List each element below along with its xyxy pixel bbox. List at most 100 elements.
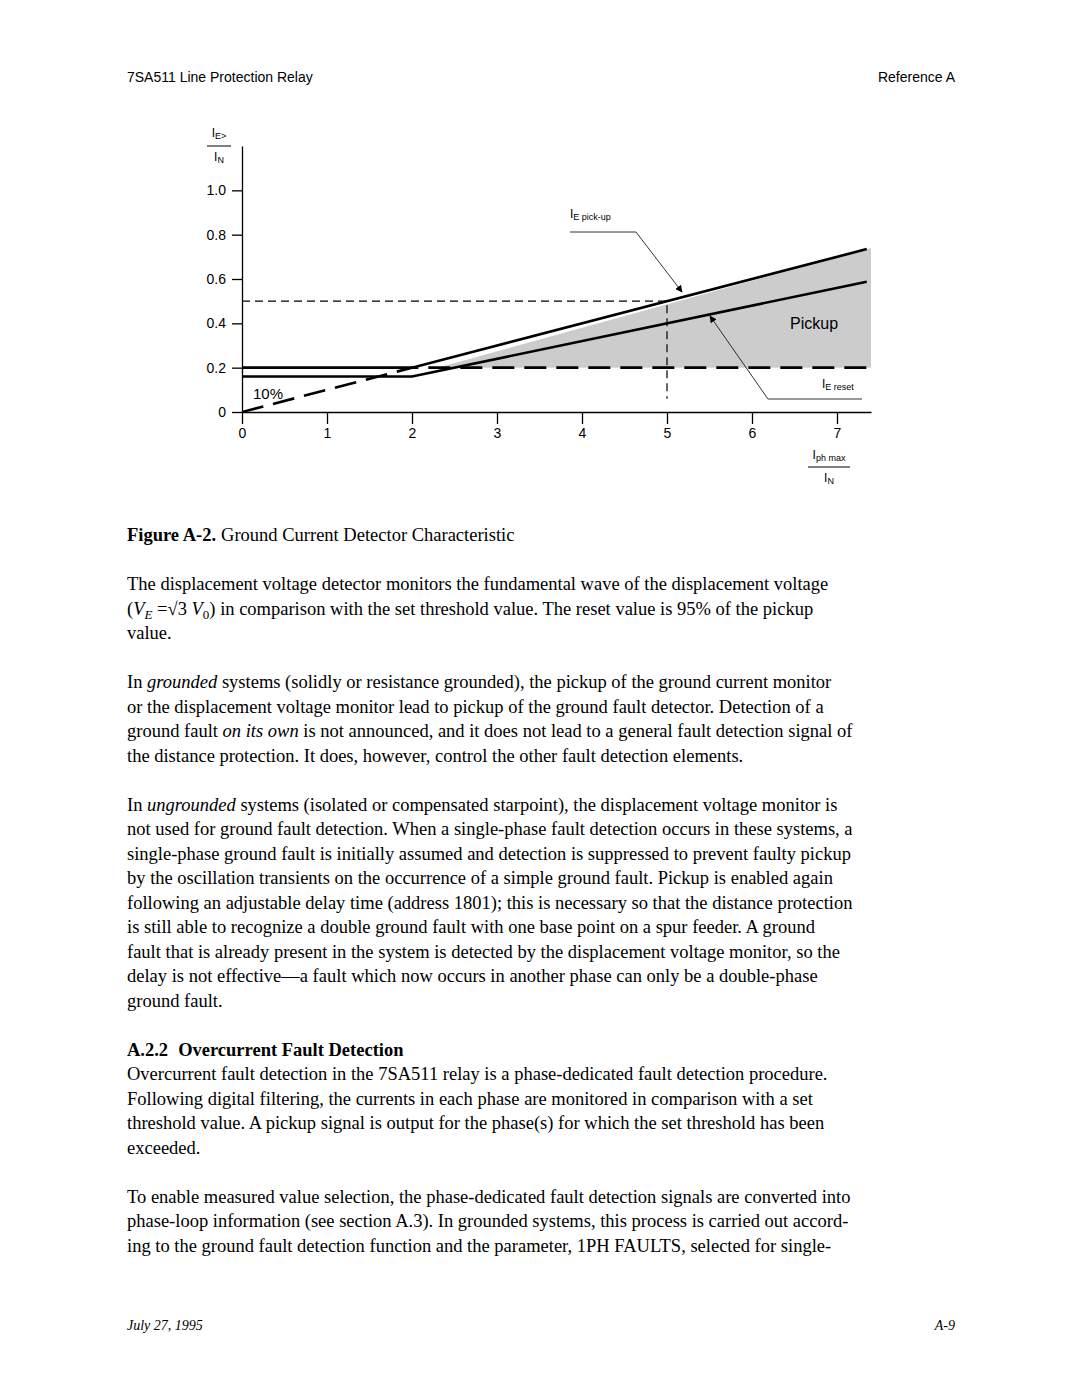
- text-run: In: [127, 795, 147, 815]
- heading-number: A.2.2: [127, 1040, 168, 1060]
- x-tick: 2: [409, 412, 417, 441]
- annotation: IE pick-up: [570, 207, 611, 222]
- annotation-arrow: [710, 316, 862, 399]
- paragraph-line: fault that is already present in the sys…: [127, 942, 840, 962]
- text-run: E reset: [825, 382, 854, 392]
- x-tick-mark: [327, 412, 328, 424]
- paragraph-line: delay is not effective—a fault which now…: [127, 966, 818, 986]
- paragraph-line: value.: [127, 623, 172, 643]
- text-run: Pickup: [790, 315, 838, 332]
- paragraph-line: In grounded systems (solidly or resistan…: [127, 672, 831, 693]
- y-tick-mark: [232, 368, 242, 369]
- x-tick-mark: [412, 412, 413, 424]
- x-tick: 6: [749, 412, 757, 441]
- text-run: Overcurrent fault detection in the 7SA51…: [127, 1064, 828, 1084]
- y-tick: 0.6: [207, 271, 242, 287]
- x-tick: 4: [579, 412, 587, 441]
- text-run: E: [143, 607, 152, 622]
- y-tick-label: 0.4: [207, 315, 227, 331]
- text-run: The displacement voltage detector monito…: [127, 574, 828, 594]
- x-tick-mark: [582, 412, 583, 424]
- axis-label-denominator: IN: [214, 150, 224, 165]
- section-heading: A.2.2Overcurrent Fault Detection: [127, 1040, 404, 1060]
- text-run: Following digital filtering, the current…: [127, 1089, 814, 1109]
- y-tick-mark: [232, 279, 242, 280]
- y-tick-label: 1.0: [207, 182, 227, 198]
- text-run: is still able to recognize a double grou…: [127, 917, 816, 937]
- figure-caption: Figure A-2.Ground Current Detector Chara…: [127, 525, 514, 545]
- paragraph-line: single-phase ground fault is initially a…: [127, 844, 851, 864]
- characteristic-line: [242, 301, 667, 399]
- y-tick-label: 0.2: [207, 360, 227, 376]
- paragraph-line: The displacement voltage detector monito…: [127, 574, 828, 594]
- x-tick-label: 3: [494, 425, 502, 441]
- axis-label-denominator: IN: [824, 471, 834, 486]
- paragraph-line: the distance protection. It does, howeve…: [127, 746, 743, 766]
- y-axis: 0 0.2 0.4 0.6 0.8 1.0: [207, 147, 243, 420]
- caption-label: Figure A-2.: [127, 525, 216, 545]
- text-run: In: [127, 672, 147, 692]
- text-run: ing to the ground fault detection functi…: [127, 1236, 831, 1256]
- text-run: fault that is already present in the sys…: [127, 942, 840, 962]
- y-tick: 0: [218, 404, 242, 420]
- page: 7SA511 Line Protection Relay Reference A 0…: [0, 0, 1080, 1397]
- text-run: phase-loop information (see section A.3)…: [127, 1211, 848, 1232]
- chart: 00.20.40.60.81.001234567IE>INIph maxINIE…: [207, 126, 872, 486]
- x-tick-label: 4: [579, 425, 587, 441]
- paragraph-line: not used for ground fault detection. Whe…: [127, 819, 853, 839]
- text-run: not used for ground fault detection. Whe…: [127, 819, 853, 839]
- text-run: ground fault: [127, 721, 223, 741]
- text-run: =√3: [152, 599, 191, 619]
- characteristic-line: [242, 282, 867, 377]
- text-run: ungrounded: [147, 795, 236, 815]
- y-tick: 1.0: [207, 182, 242, 198]
- text-run: value.: [127, 623, 172, 643]
- x-axis-line: [243, 412, 872, 413]
- y-tick: 0.2: [207, 360, 242, 376]
- text-run: grounded: [147, 672, 218, 692]
- y-tick-label: 0: [218, 404, 226, 420]
- x-tick: 7: [834, 412, 842, 441]
- annotation-arrow: [570, 232, 682, 292]
- axis-label-numerator: IE>: [212, 126, 227, 141]
- x-tick-mark: [242, 412, 243, 424]
- paragraph-line: phase-loop information (see section A.3)…: [127, 1211, 848, 1232]
- x-tick: 1: [324, 412, 332, 441]
- y-tick-label: 0.6: [207, 271, 227, 287]
- paragraph-line: ground fault on its own is not announced…: [127, 721, 853, 741]
- text-run: systems (solidly or resistance grounded)…: [217, 672, 831, 693]
- header-right: Reference A: [878, 69, 956, 85]
- paragraph-line: (VE =√3 V0) in comparison with the set t…: [127, 599, 813, 622]
- footer-left: July 27, 1995: [127, 1318, 203, 1333]
- characteristic-line: [242, 249, 867, 368]
- x-tick-label: 7: [834, 425, 842, 441]
- x-axis-title: Iph maxIN: [808, 448, 850, 486]
- x-tick: 5: [664, 412, 672, 441]
- y-tick: 0.4: [207, 315, 242, 331]
- text-run: threshold value. A pickup signal is outp…: [127, 1113, 824, 1134]
- x-tick-label: 2: [409, 425, 417, 441]
- y-tick-label: 0.8: [207, 227, 227, 243]
- paragraph-line: threshold value. A pickup signal is outp…: [127, 1113, 824, 1134]
- text-run: or the displacement voltage monitor lead…: [127, 697, 824, 717]
- x-tick-label: 0: [239, 425, 247, 441]
- y-tick-mark: [232, 323, 242, 324]
- text-run: E pick-up: [573, 212, 611, 222]
- x-tick: 0: [239, 412, 247, 441]
- x-tick-label: 5: [664, 425, 672, 441]
- text-run: the distance protection. It does, howeve…: [127, 746, 743, 766]
- x-tick-label: 6: [749, 425, 757, 441]
- paragraph-line: is still able to recognize a double grou…: [127, 917, 816, 937]
- annotation: IE reset: [822, 377, 854, 392]
- y-axis-title: IE> IN: [207, 126, 231, 165]
- paragraph-line: To enable measured value selection, the …: [127, 1187, 851, 1207]
- text-run: on its own: [223, 721, 299, 741]
- characteristic-line: [242, 368, 871, 412]
- y-tick-mark: [232, 235, 242, 236]
- text-run: E>: [215, 131, 226, 141]
- text-run: N: [217, 155, 224, 165]
- fraction-bar: [808, 467, 850, 468]
- header-left: 7SA511 Line Protection Relay: [127, 69, 313, 85]
- y-tick: 0.8: [207, 227, 242, 243]
- paragraph-line: Overcurrent fault detection in the 7SA51…: [127, 1064, 828, 1084]
